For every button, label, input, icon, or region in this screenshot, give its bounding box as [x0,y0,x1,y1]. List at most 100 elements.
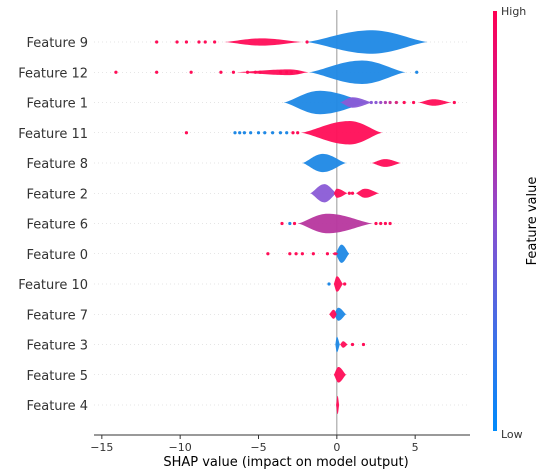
violin-shape [235,69,309,76]
outlier-point [155,70,159,74]
violin-shape [418,99,452,106]
x-axis: −15 −10 −5 0 5 [90,434,470,454]
violin-shape [335,336,340,353]
violin-shape [300,121,383,145]
feature-label: Feature 5 [26,369,88,384]
outlier-point [114,70,118,74]
outlier-point [233,131,237,135]
outlier-point [155,40,159,44]
x-tick-label: 5 [412,441,419,454]
violin-shape [339,97,373,108]
outlier-point [278,131,283,135]
feature-label: Feature 3 [26,339,88,354]
outlier-point [278,70,283,74]
violin-shape [335,244,350,263]
feature-labels: Feature 9 Feature 12 Feature 1 Feature 11 Fe… [18,36,88,414]
outlier-point [285,70,289,74]
feature-label: Feature 10 [18,278,88,293]
x-tick-label: −15 [90,441,113,454]
outlier-point [305,40,309,44]
outlier-point [285,131,289,135]
outlier-point [292,221,297,226]
outlier-point [258,70,262,74]
outlier-point [219,70,223,74]
outlier-point [203,40,207,44]
outlier-point [256,131,261,135]
outlier-point [374,221,378,226]
outlier-point [325,252,330,256]
outlier-point [383,221,387,226]
feature-label: Feature 9 [26,36,88,51]
outlier-point [253,70,257,74]
violin-shape [224,38,303,46]
violin-shape [333,307,347,321]
feature-label: Feature 7 [26,308,88,323]
x-axis-title: SHAP value (impact on model output) [163,455,408,470]
outlier-point [238,131,242,135]
outlier-point [296,70,300,74]
outlier-point [412,100,416,105]
x-tick-label: −10 [169,441,192,454]
outlier-point [249,131,253,135]
outlier-point [189,70,193,74]
feature-label: Feature 2 [26,187,88,202]
outlier-point [296,131,300,135]
outlier-point [379,100,383,105]
outlier-point [266,252,270,256]
violin-shape [332,252,339,256]
outlier-point [374,100,378,105]
violin-shape [333,188,348,198]
feature-label: Feature 12 [18,66,88,81]
outlier-point [213,40,217,44]
outlier-point [388,221,392,226]
outlier-point [350,342,355,347]
colorbar-title: Feature value [525,177,540,266]
violin-shape [302,153,347,173]
feature-label: Feature 8 [26,157,88,172]
outlier-points-layer [114,40,456,347]
colorbar-high-label: High [501,5,526,18]
outlier-point [388,100,392,105]
outlier-point [263,131,267,135]
feature-label: Feature 0 [26,248,88,263]
outlier-point [280,221,284,226]
outlier-point [347,191,351,195]
outlier-point [288,221,292,226]
outlier-point [184,40,189,44]
violin-shape [336,395,340,415]
violin-shape [305,30,428,54]
violin-shape [371,159,402,167]
outlier-point [245,70,250,74]
colorbar-low-label: Low [501,428,523,441]
outlier-point [452,100,456,105]
outlier-point [291,131,295,135]
violin-shape [355,188,380,198]
outlier-point [271,131,275,135]
violin-layer [224,30,452,415]
outlier-point [402,100,406,105]
outlier-point [415,70,419,74]
outlier-point [379,221,383,226]
x-tick-label: 0 [333,441,340,454]
outlier-point [184,131,189,135]
outlier-point [361,342,366,347]
violin-shape [283,90,370,115]
outlier-point [327,282,331,286]
violin-shape [297,213,373,234]
colorbar-gradient [493,11,497,431]
colorbar: High Low Feature value [493,5,540,441]
outlier-point [289,70,293,74]
outlier-point [231,70,236,74]
outlier-point [288,252,292,256]
outlier-point [300,252,304,256]
violin-shape [310,184,337,203]
feature-label: Feature 11 [18,127,88,142]
outlier-point [369,100,373,105]
violin-shape [329,309,337,319]
outlier-point [343,282,347,286]
feature-label: Feature 4 [26,399,88,414]
feature-label: Feature 1 [26,97,88,112]
violin-shape [339,341,348,348]
outlier-point [294,252,298,256]
